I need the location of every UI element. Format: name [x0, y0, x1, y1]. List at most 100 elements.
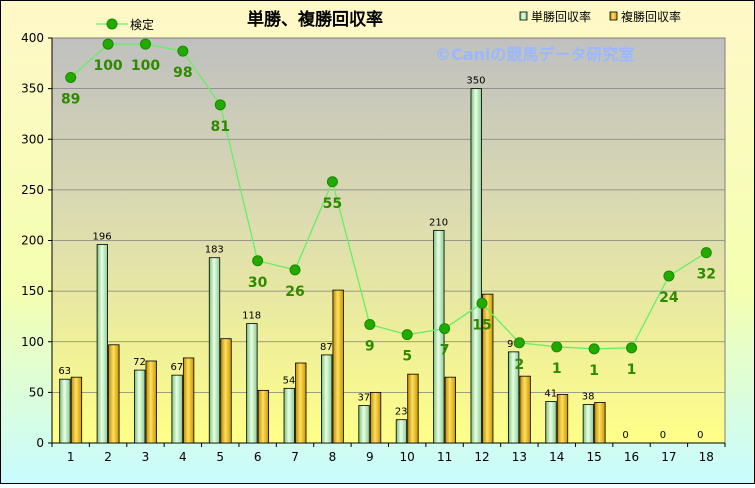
kentei-marker [364, 319, 376, 331]
y-tick-label: 100 [21, 335, 44, 349]
chart-title: 単勝、複勝回収率 [247, 9, 383, 30]
x-tick-label: 16 [624, 450, 639, 464]
tansho-value-label: 210 [429, 217, 448, 228]
legend-fukusho-swatch [609, 11, 618, 21]
fukusho-bar [108, 344, 120, 444]
tansho-bar [171, 374, 183, 444]
kentei-marker [551, 341, 563, 353]
kentei-value-label: 32 [697, 267, 716, 283]
tansho-bar [246, 323, 258, 444]
x-tick-label: 18 [699, 450, 714, 464]
tansho-bar [134, 369, 146, 444]
kentei-value-label: 5 [402, 349, 412, 365]
x-tick-label: 5 [216, 450, 224, 464]
y-axis: 0 50 100 150 200 250 300 350 400 [21, 31, 53, 450]
kentei-value-label: 1 [627, 362, 637, 378]
x-axis: 1 2 3 4 5 6 7 8 9 10 11 12 13 14 15 16 17 18 [51, 442, 726, 464]
fukusho-bar [70, 376, 83, 444]
kentei-line [70, 43, 707, 350]
tansho-value-label: 183 [205, 245, 224, 256]
tansho-value-label: 63 [58, 366, 71, 377]
y-tick-label: 350 [21, 82, 44, 96]
fukusho-bar [594, 402, 606, 444]
tansho-bar [321, 354, 333, 444]
fukusho-bar [482, 293, 494, 444]
kentei-value-label: 55 [323, 196, 342, 212]
x-tick-label: 3 [142, 450, 150, 464]
tansho-value-label: 67 [170, 362, 183, 373]
tansho-value-label: 54 [283, 375, 296, 386]
tansho-value-label: 196 [93, 232, 112, 243]
tansho-bar [358, 405, 370, 444]
kentei-marker [513, 337, 525, 349]
kentei-marker [401, 329, 413, 341]
kentei-marker [177, 45, 189, 57]
watermark-text: ©Caniの競馬データ研究室 [435, 45, 634, 64]
tansho-value-label: 72 [133, 357, 146, 368]
x-tick-label: 8 [329, 450, 337, 464]
kentei-value-label: 98 [173, 65, 192, 81]
legend-fukusho-label: 複勝回収率 [621, 9, 681, 24]
legend-kentei-marker [106, 18, 118, 30]
kentei-value-label: 89 [61, 91, 80, 107]
x-tick-label: 17 [661, 450, 676, 464]
tansho-bar [433, 229, 445, 444]
tansho-value-label: 0 [622, 430, 628, 441]
kentei-marker [439, 323, 451, 335]
kentei-marker [102, 38, 114, 50]
x-tick-label: 1 [67, 450, 75, 464]
legend: 検定 単勝回収率 複勝回収率 [96, 9, 681, 32]
kentei-value-label: 81 [211, 119, 230, 135]
tansho-value-label: 37 [357, 393, 370, 404]
kentei-value-label: 24 [659, 290, 679, 306]
y-tick-label: 200 [21, 234, 44, 248]
fukusho-bar [145, 360, 157, 444]
tansho-bar [59, 378, 71, 444]
y-tick-label: 250 [21, 183, 44, 197]
kentei-marker [326, 176, 338, 188]
y-tick-label: 0 [36, 436, 44, 450]
x-tick-label: 11 [437, 450, 452, 464]
y-tick-label: 50 [29, 385, 44, 399]
tansho-value-label: 0 [660, 430, 666, 441]
x-tick-label: 12 [474, 450, 489, 464]
kentei-value-label: 100 [93, 58, 122, 74]
x-tick-label: 14 [549, 450, 564, 464]
tansho-value-label: 0 [697, 430, 703, 441]
x-tick-label: 15 [586, 450, 601, 464]
kentei-value-label: 1 [589, 363, 599, 379]
legend-kentei-label: 検定 [130, 17, 154, 32]
fukusho-bar [519, 375, 531, 444]
y-tick-label: 300 [21, 132, 44, 146]
tansho-bar [208, 257, 221, 444]
tansho-bar [96, 244, 108, 444]
kentei-value-label: 30 [248, 275, 268, 291]
tansho-bar [470, 88, 482, 444]
kentei-value-labels: 89 100 100 98 81 30 26 55 9 5 7 15 2 1 1 1 24 32 [61, 58, 716, 379]
fukusho-bar [257, 389, 270, 444]
kentei-marker [476, 297, 488, 309]
kentei-marker [588, 343, 600, 355]
x-tick-label: 10 [400, 450, 415, 464]
tansho-bar [545, 401, 557, 444]
kentei-marker [214, 99, 226, 111]
fukusho-bar [444, 376, 456, 444]
tansho-value-label: 118 [242, 311, 261, 322]
kentei-value-label: 1 [552, 361, 562, 377]
tansho-bar [283, 387, 295, 444]
tansho-value-label: 87 [320, 342, 333, 353]
legend-tansho-swatch [519, 11, 528, 21]
gridlines [52, 37, 725, 393]
kentei-value-label: 15 [472, 317, 491, 333]
x-tick-label: 2 [104, 450, 112, 464]
fukusho-bar [407, 373, 419, 444]
kentei-value-label: 26 [285, 284, 304, 300]
x-tick-label: 7 [291, 450, 299, 464]
fukusho-bar [182, 357, 195, 444]
tansho-value-label: 90 [507, 339, 520, 350]
x-tick-label: 13 [512, 450, 527, 464]
kentei-marker [252, 255, 264, 267]
tansho-bar [395, 419, 408, 444]
bars [59, 88, 606, 444]
